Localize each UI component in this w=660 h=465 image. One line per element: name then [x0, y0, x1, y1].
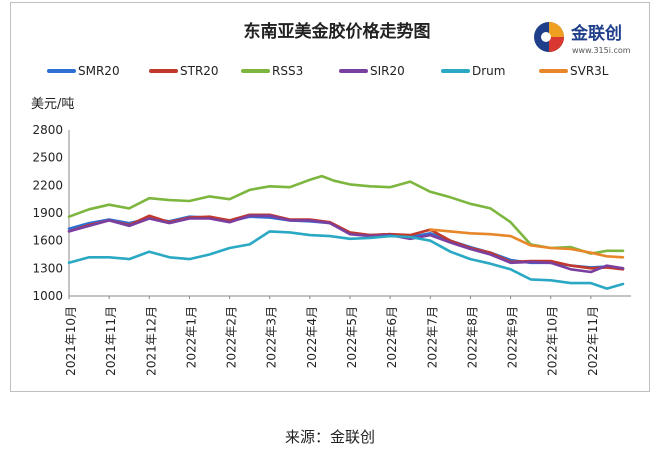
x-tick-label: 2022年6月: [385, 306, 399, 368]
legend-label-rss3: RSS3: [272, 64, 303, 78]
legend-label-smr20: SMR20: [78, 64, 120, 78]
logo-url: www.315i.com: [572, 46, 631, 55]
x-tick-label: 2022年9月: [506, 306, 520, 368]
x-tick-label: 2022年5月: [345, 306, 359, 368]
x-tick-label: 2021年12月: [144, 306, 158, 376]
chart-axes: [68, 130, 631, 297]
legend-label-sir20: SIR20: [370, 64, 405, 78]
y-axis-ticks: 1000 1300 1600 1900 2200 2500 2800: [32, 123, 63, 303]
x-tick-label: 2021年10月: [64, 306, 78, 376]
x-tick-label: 2022年11月: [586, 306, 600, 376]
x-tick-label: 2022年4月: [305, 306, 319, 368]
x-tick-label: 2022年1月: [184, 306, 198, 368]
x-tick-label: 2022年10月: [546, 306, 560, 376]
x-tick-label: 2022年8月: [465, 306, 479, 368]
series-line-rss3: [67, 174, 625, 255]
legend-label-svr3l: SVR3L: [570, 64, 609, 78]
chart-title: 东南亚美金胶价格走势图: [244, 21, 431, 42]
chart-svg: 东南亚美金胶价格走势图 金联创 www.315i.com SMR20 STR20 R…: [31, 21, 631, 376]
x-tick-label: 2022年2月: [225, 306, 239, 368]
chart-frame: 东南亚美金胶价格走势图 金联创 www.315i.com SMR20 STR20 R…: [10, 2, 650, 392]
x-tick-label: 2022年7月: [425, 306, 439, 368]
series-line-svr3l: [428, 228, 625, 259]
y-tick-label: 2200: [32, 178, 63, 192]
chart-legend: SMR20 STR20 RSS3 SIR20 Drum SVR3L: [47, 64, 609, 78]
x-tick-label: 2021年11月: [104, 306, 118, 376]
y-tick-label: 2800: [32, 123, 63, 137]
x-axis-ticks: 2021年10月 2021年11月 2021年12月 2022年1月 2022年2月 20…: [64, 296, 600, 376]
company-logo: 金联创 www.315i.com: [534, 22, 631, 55]
chart-series-lines: [67, 174, 625, 290]
x-tick-label: 2022年3月: [265, 306, 279, 368]
series-line-sir20: [67, 214, 625, 274]
legend-label-str20: STR20: [180, 64, 219, 78]
y-tick-label: 1000: [32, 289, 63, 303]
legend-label-drum: Drum: [472, 64, 505, 78]
y-tick-label: 1900: [32, 206, 63, 220]
logo-name: 金联创: [570, 23, 622, 44]
y-tick-label: 1300: [32, 261, 63, 275]
y-tick-label: 2500: [32, 151, 63, 165]
y-axis-label: 美元/吨: [31, 97, 74, 112]
source-caption: 来源：金联创: [284, 428, 375, 446]
y-tick-label: 1600: [32, 234, 63, 248]
series-line-drum: [67, 230, 625, 290]
